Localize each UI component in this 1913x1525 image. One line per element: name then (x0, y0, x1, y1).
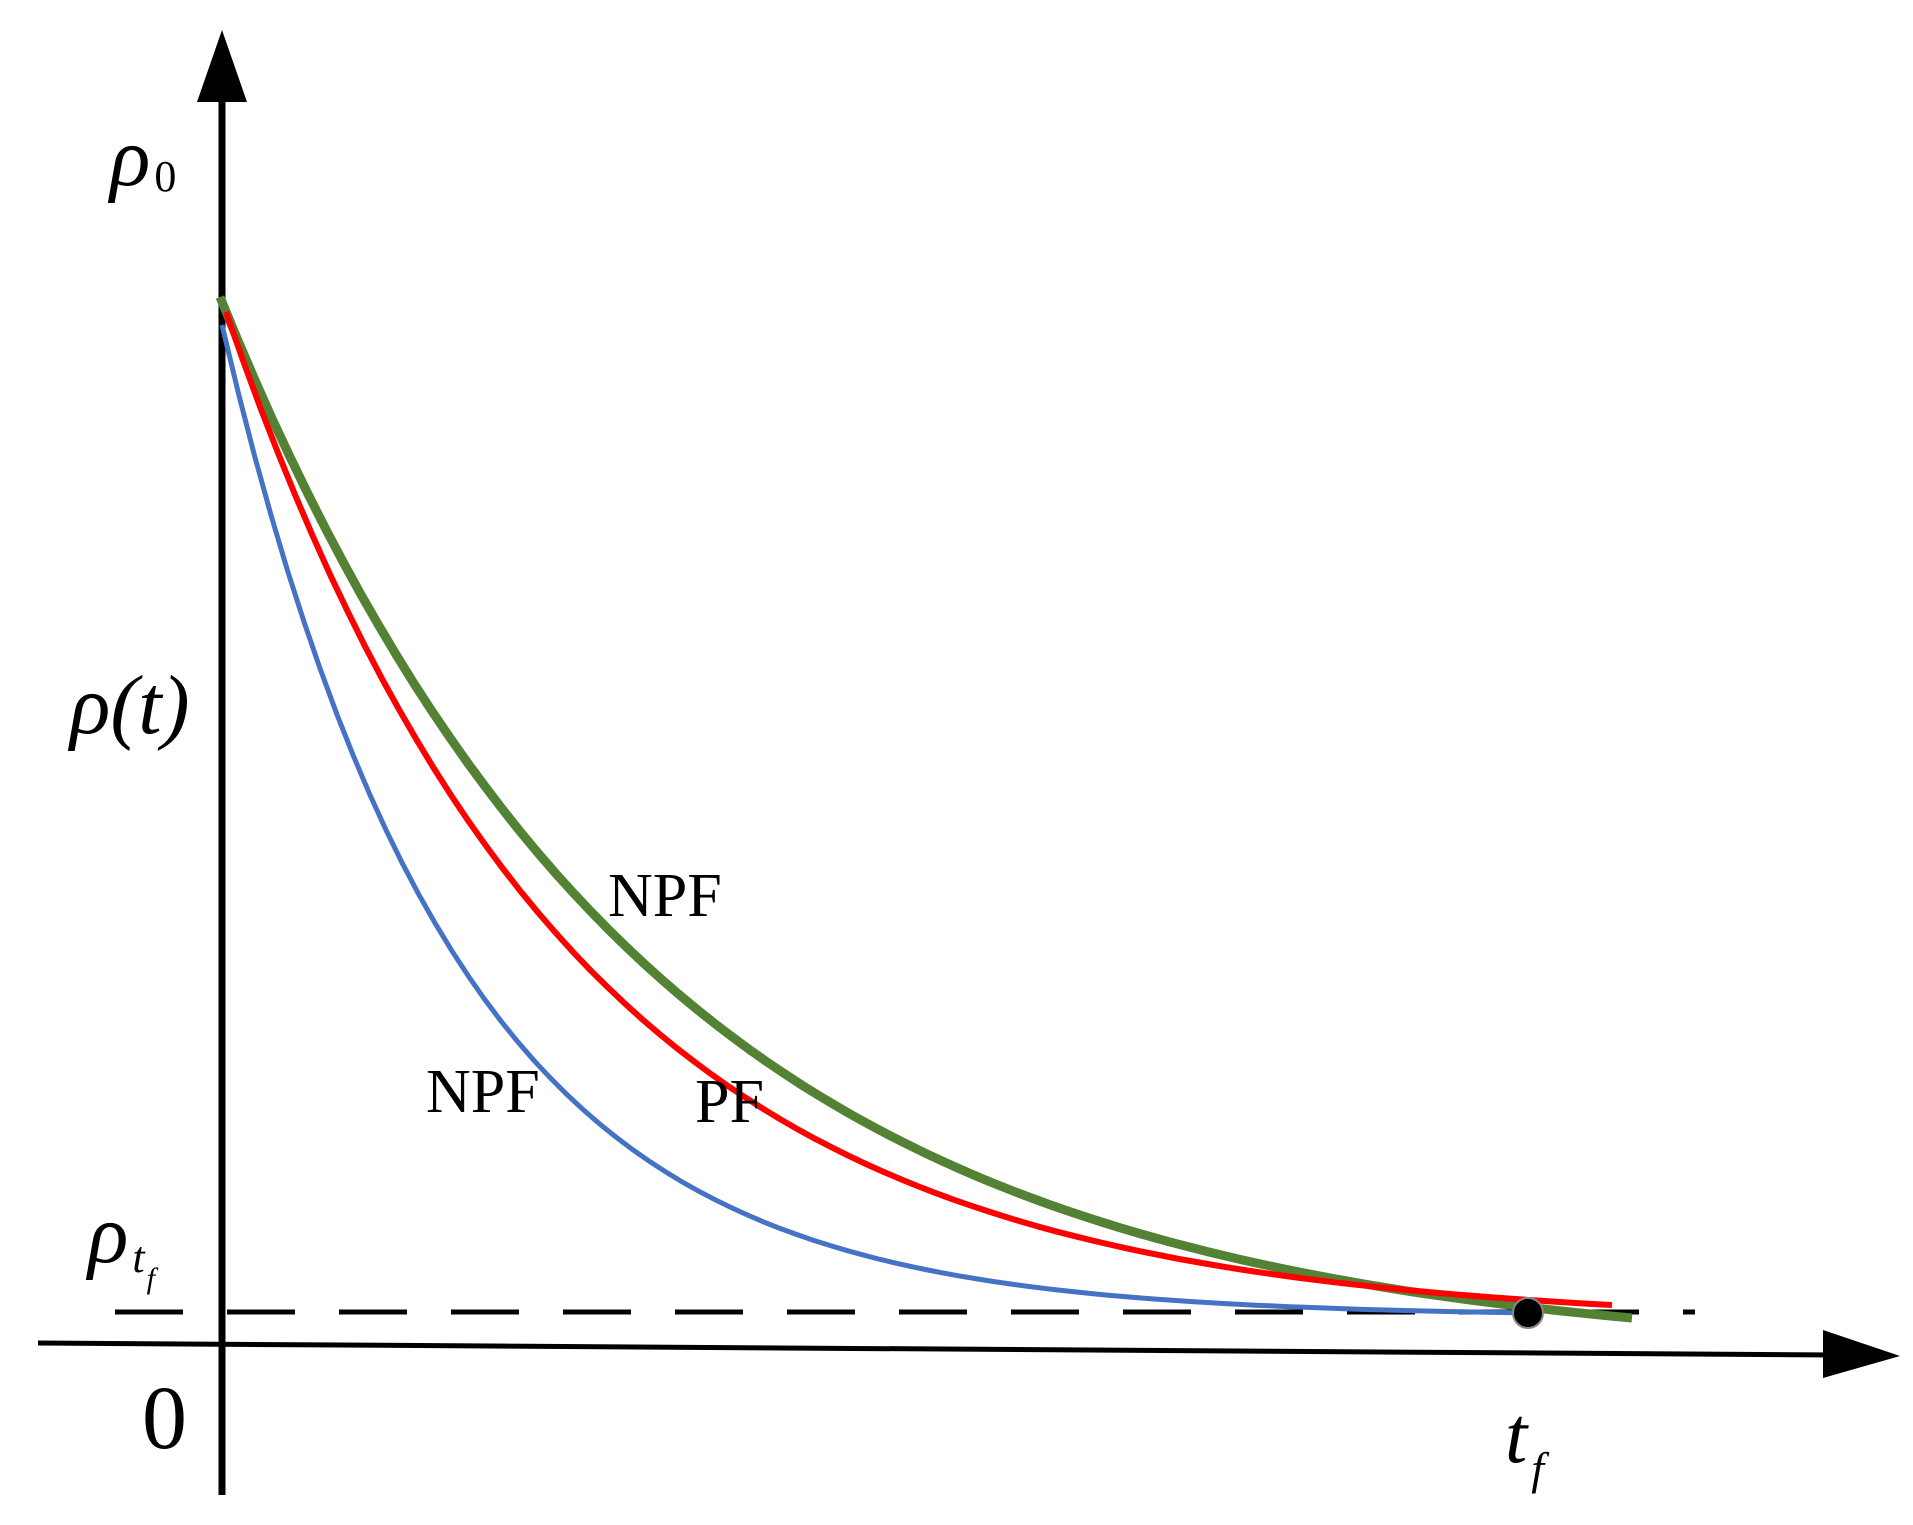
blue-npf-curve (219, 324, 1536, 1316)
npf-upper-label: NPF (608, 862, 722, 930)
x-axis (37, 1340, 1836, 1358)
green-npf-curve (215, 295, 1633, 1323)
y-axis-arrow-icon (197, 30, 247, 102)
x-axis-arrow-icon (1823, 1330, 1900, 1378)
curves (215, 295, 1633, 1323)
rho0-label: ρ0 (107, 111, 176, 204)
rho-tf-label: ρtf (85, 1188, 159, 1295)
terminal-point-marker (1512, 1297, 1544, 1329)
rho-t-label: ρ(t) (67, 659, 190, 752)
red-pf-curve (223, 311, 1613, 1308)
pf-label: PF (695, 1068, 764, 1136)
npf-lower-label: NPF (426, 1058, 540, 1126)
tf-label: tf (1505, 1392, 1550, 1494)
origin-label: 0 (142, 1369, 187, 1468)
